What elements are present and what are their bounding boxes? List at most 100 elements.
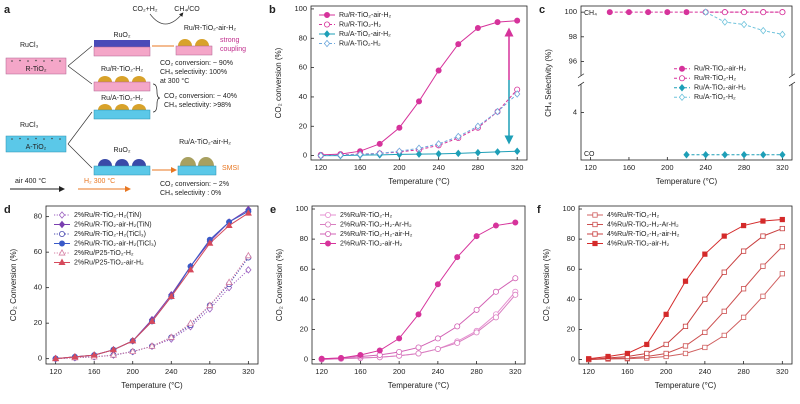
marker: [71, 352, 79, 360]
x-tick-label: 160: [623, 163, 636, 172]
legend-marker: [324, 230, 331, 237]
marker: [187, 265, 195, 273]
particles: [98, 76, 146, 82]
x-tick-label: 320: [509, 367, 522, 376]
y-tick-label: 100: [564, 7, 577, 16]
support-slab: [175, 45, 213, 56]
result-text: CH₄ selectivity: 100%: [160, 69, 227, 76]
marker: [473, 306, 480, 313]
axis-break: [789, 75, 795, 85]
x-tick-label: 120: [315, 367, 328, 376]
legend-marker: [59, 230, 66, 237]
x-axis-title: Temperature (°C): [121, 381, 183, 390]
legend-label: 4%Ru/R-TiO₂-H₂-Ar-H₂: [607, 221, 679, 228]
support-slab: [93, 81, 151, 92]
x-tick-label: 200: [126, 367, 139, 376]
x-tick-label: 280: [470, 367, 483, 376]
marker: [741, 9, 748, 16]
y-tick-label: 20: [34, 318, 42, 327]
legend-label: 4%Ru/R-TiO₂-H₂-air-H₂: [607, 231, 680, 238]
marker: [779, 244, 785, 250]
legend-marker: [323, 30, 331, 38]
y-tick-label: 80: [300, 234, 308, 243]
y-tick-label: 0: [38, 354, 42, 363]
marker: [492, 314, 499, 321]
legend-marker: [678, 93, 686, 101]
marker: [702, 296, 708, 302]
marker: [129, 347, 137, 355]
marker: [663, 341, 669, 348]
y-tick-label: 96: [569, 56, 577, 65]
x-tick-label: 320: [242, 367, 255, 376]
particles: [98, 159, 146, 166]
marker: [514, 90, 521, 98]
brace: [152, 83, 161, 113]
marker: [606, 9, 613, 16]
x-tick-label: 320: [776, 163, 789, 172]
legend-marker: [58, 220, 66, 229]
x-tick-label: 200: [661, 163, 674, 172]
x-tick-label: 200: [393, 367, 406, 376]
x-tick-label: 280: [472, 163, 485, 172]
marker: [664, 9, 671, 16]
marker: [721, 332, 727, 339]
connector: [67, 45, 93, 169]
legend-label: 2%Ru/R-TiO₂-air-H₂: [340, 240, 403, 247]
particles: [180, 157, 214, 166]
marker: [682, 323, 689, 329]
marker: [682, 350, 689, 357]
catalyst-label: Ru/R-TiO₂-H₂: [101, 66, 143, 73]
y-tick-label: 60: [300, 264, 308, 273]
support-slab: [93, 109, 151, 120]
marker: [474, 24, 481, 31]
marker: [740, 20, 748, 29]
marker: [721, 269, 727, 275]
panel-letter: d: [4, 204, 11, 216]
x-axis-title: Temperature (°C): [388, 381, 450, 390]
marker: [148, 342, 156, 349]
legend-marker: [324, 211, 331, 218]
break-mark: [788, 73, 796, 79]
y-axis-title: CO₂ Conversion (%): [9, 248, 18, 321]
x-tick-label: 120: [49, 367, 62, 376]
reaction-arrow: [149, 12, 184, 25]
marker: [645, 9, 652, 16]
marker: [206, 301, 214, 308]
marker: [740, 248, 747, 254]
legend-label: 2%Ru/R-TiO₂-air-H₂(TiCl₃): [74, 240, 156, 247]
marker: [90, 351, 98, 358]
marker: [455, 132, 462, 141]
y-tick-label: 20: [567, 324, 575, 333]
x-tick-label: 160: [354, 367, 367, 376]
ruo2-layer: [94, 40, 150, 47]
series-line: [320, 93, 518, 157]
panel-letter: c: [539, 4, 545, 16]
smsi-label: SMSI: [222, 165, 239, 172]
marker: [512, 275, 519, 282]
marker: [415, 144, 423, 153]
marker: [473, 329, 480, 336]
result-text: CO₂ conversion: ~ 90%: [160, 60, 233, 67]
reactants: CO₂+H₂: [132, 6, 157, 13]
x-tick-label: 280: [738, 163, 751, 172]
marker: [455, 149, 462, 158]
legend-marker: [58, 258, 66, 265]
y-tick-label: 40: [300, 294, 308, 303]
precursor-label: RuCl₃: [20, 122, 39, 129]
support-slab: [5, 135, 67, 153]
x-tick-label: 240: [432, 163, 445, 172]
legend-label: 4%Ru/R-TiO₂-air-H₂: [607, 240, 670, 247]
legend-label: Ru/R-TiO₂-H₂: [339, 21, 381, 28]
marker: [682, 343, 689, 349]
marker: [415, 150, 423, 158]
marker: [454, 323, 461, 330]
legend-label: 2%Ru/R-TiO₂-H₂(TiN): [74, 212, 142, 219]
marker: [473, 233, 480, 240]
marker: [376, 140, 383, 147]
panel-letter: e: [270, 204, 276, 216]
marker: [109, 345, 117, 353]
marker: [682, 278, 689, 284]
arrow: [152, 45, 174, 170]
x-tick-label: 120: [582, 367, 595, 376]
marker: [415, 344, 422, 351]
